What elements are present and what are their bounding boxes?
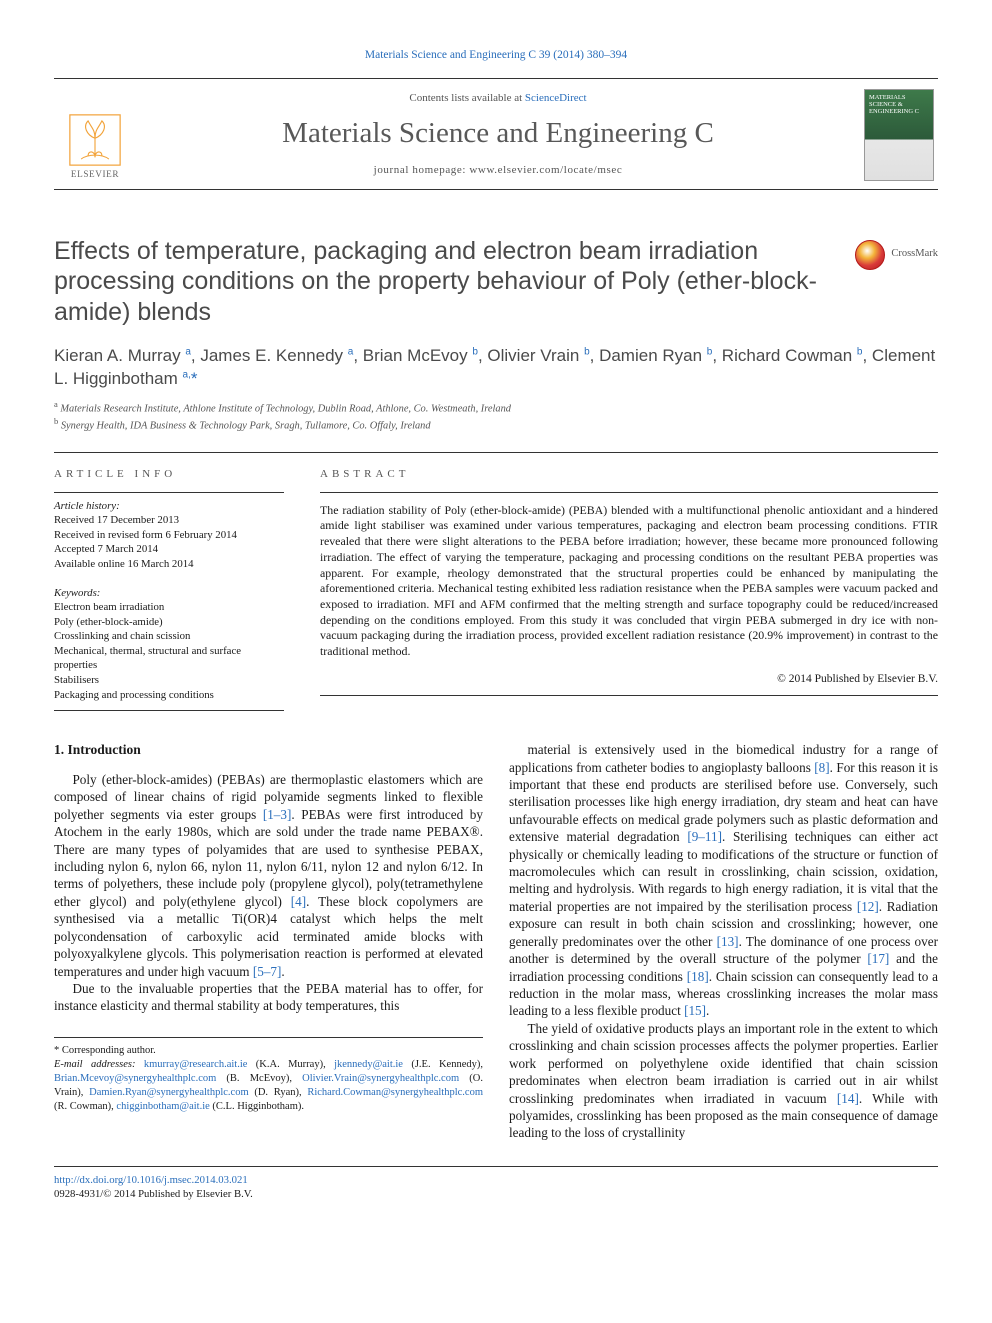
- citation-text[interactable]: Materials Science and Engineering C 39 (…: [365, 49, 627, 61]
- affiliations: a Materials Research Institute, Athlone …: [54, 399, 938, 434]
- email-link[interactable]: Olivier.Vrain@synergyhealthplc.com: [302, 1073, 459, 1084]
- keyword-item: Electron beam irradiation: [54, 600, 284, 615]
- email-link[interactable]: Richard.Cowman@synergyhealthplc.com: [307, 1087, 483, 1098]
- keyword-item: Packaging and processing conditions: [54, 688, 284, 703]
- abstract-label: abstract: [320, 467, 938, 482]
- crossmark-badge[interactable]: CrossMark: [855, 240, 938, 270]
- section-heading-intro: 1. Introduction: [54, 741, 483, 759]
- intro-para-1: Poly (ether-block-amides) (PEBAs) are th…: [54, 771, 483, 980]
- history-item: Available online 16 March 2014: [54, 557, 284, 572]
- keyword-item: Poly (ether-block-amide): [54, 615, 284, 630]
- journal-header: ELSEVIER Contents lists available at Sci…: [54, 78, 938, 190]
- contents-available: Contents lists available at ScienceDirec…: [142, 91, 854, 106]
- publisher-logo: ELSEVIER: [58, 89, 132, 181]
- email-link[interactable]: kmurray@research.ait.ie: [144, 1059, 248, 1070]
- intro-para-2: Due to the invaluable properties that th…: [54, 980, 483, 1015]
- affiliation-item: b Synergy Health, IDA Business & Technol…: [54, 416, 938, 434]
- issn-line: 0928-4931/© 2014 Published by Elsevier B…: [54, 1188, 253, 1200]
- publisher-name: ELSEVIER: [71, 168, 119, 180]
- article-info-label: article info: [54, 467, 284, 482]
- body-para-1: material is extensively used in the biom…: [509, 741, 938, 1020]
- email-link[interactable]: Damien.Ryan@synergyhealthplc.com: [89, 1087, 249, 1098]
- divider: [54, 452, 938, 453]
- citation-line: Materials Science and Engineering C 39 (…: [54, 48, 938, 64]
- sciencedirect-link[interactable]: ScienceDirect: [525, 92, 587, 104]
- body-column-left: 1. Introduction Poly (ether-block-amides…: [54, 741, 483, 1142]
- body-column-right: material is extensively used in the biom…: [509, 741, 938, 1142]
- history-item: Accepted 7 March 2014: [54, 542, 284, 557]
- journal-cover-thumb: MATERIALS SCIENCE & ENGINEERING C: [864, 89, 934, 181]
- elsevier-tree-icon: [69, 114, 121, 166]
- email-link[interactable]: chigginbotham@ait.ie: [116, 1101, 209, 1112]
- keyword-item: Mechanical, thermal, structural and surf…: [54, 644, 284, 673]
- crossmark-label: CrossMark: [891, 247, 938, 261]
- affiliation-item: a Materials Research Institute, Athlone …: [54, 399, 938, 417]
- email-link[interactable]: jkennedy@ait.ie: [334, 1059, 403, 1070]
- author-list: Kieran A. Murray a, James E. Kennedy a, …: [54, 345, 938, 391]
- journal-title: Materials Science and Engineering C: [142, 114, 854, 153]
- body-para-2: The yield of oxidative products plays an…: [509, 1020, 938, 1142]
- article-title: Effects of temperature, packaging and el…: [54, 236, 837, 328]
- copyright-line: © 2014 Published by Elsevier B.V.: [320, 672, 938, 688]
- doi-link[interactable]: http://dx.doi.org/10.1016/j.msec.2014.03…: [54, 1174, 248, 1186]
- history-item: Received in revised form 6 February 2014: [54, 528, 284, 543]
- keywords-label: Keywords:: [54, 586, 284, 601]
- corresponding-footnote: * Corresponding author. E-mail addresses…: [54, 1037, 483, 1115]
- history-label: Article history:: [54, 499, 284, 514]
- email-link[interactable]: Brian.Mcevoy@synergyhealthplc.com: [54, 1073, 216, 1084]
- homepage-url[interactable]: www.elsevier.com/locate/msec: [469, 164, 622, 176]
- keyword-item: Crosslinking and chain scission: [54, 629, 284, 644]
- abstract-text: The radiation stability of Poly (ether-b…: [320, 503, 938, 660]
- crossmark-icon: [855, 240, 885, 270]
- history-item: Received 17 December 2013: [54, 513, 284, 528]
- keyword-item: Stabilisers: [54, 673, 284, 688]
- page-footer: http://dx.doi.org/10.1016/j.msec.2014.03…: [54, 1166, 938, 1202]
- journal-homepage: journal homepage: www.elsevier.com/locat…: [142, 163, 854, 178]
